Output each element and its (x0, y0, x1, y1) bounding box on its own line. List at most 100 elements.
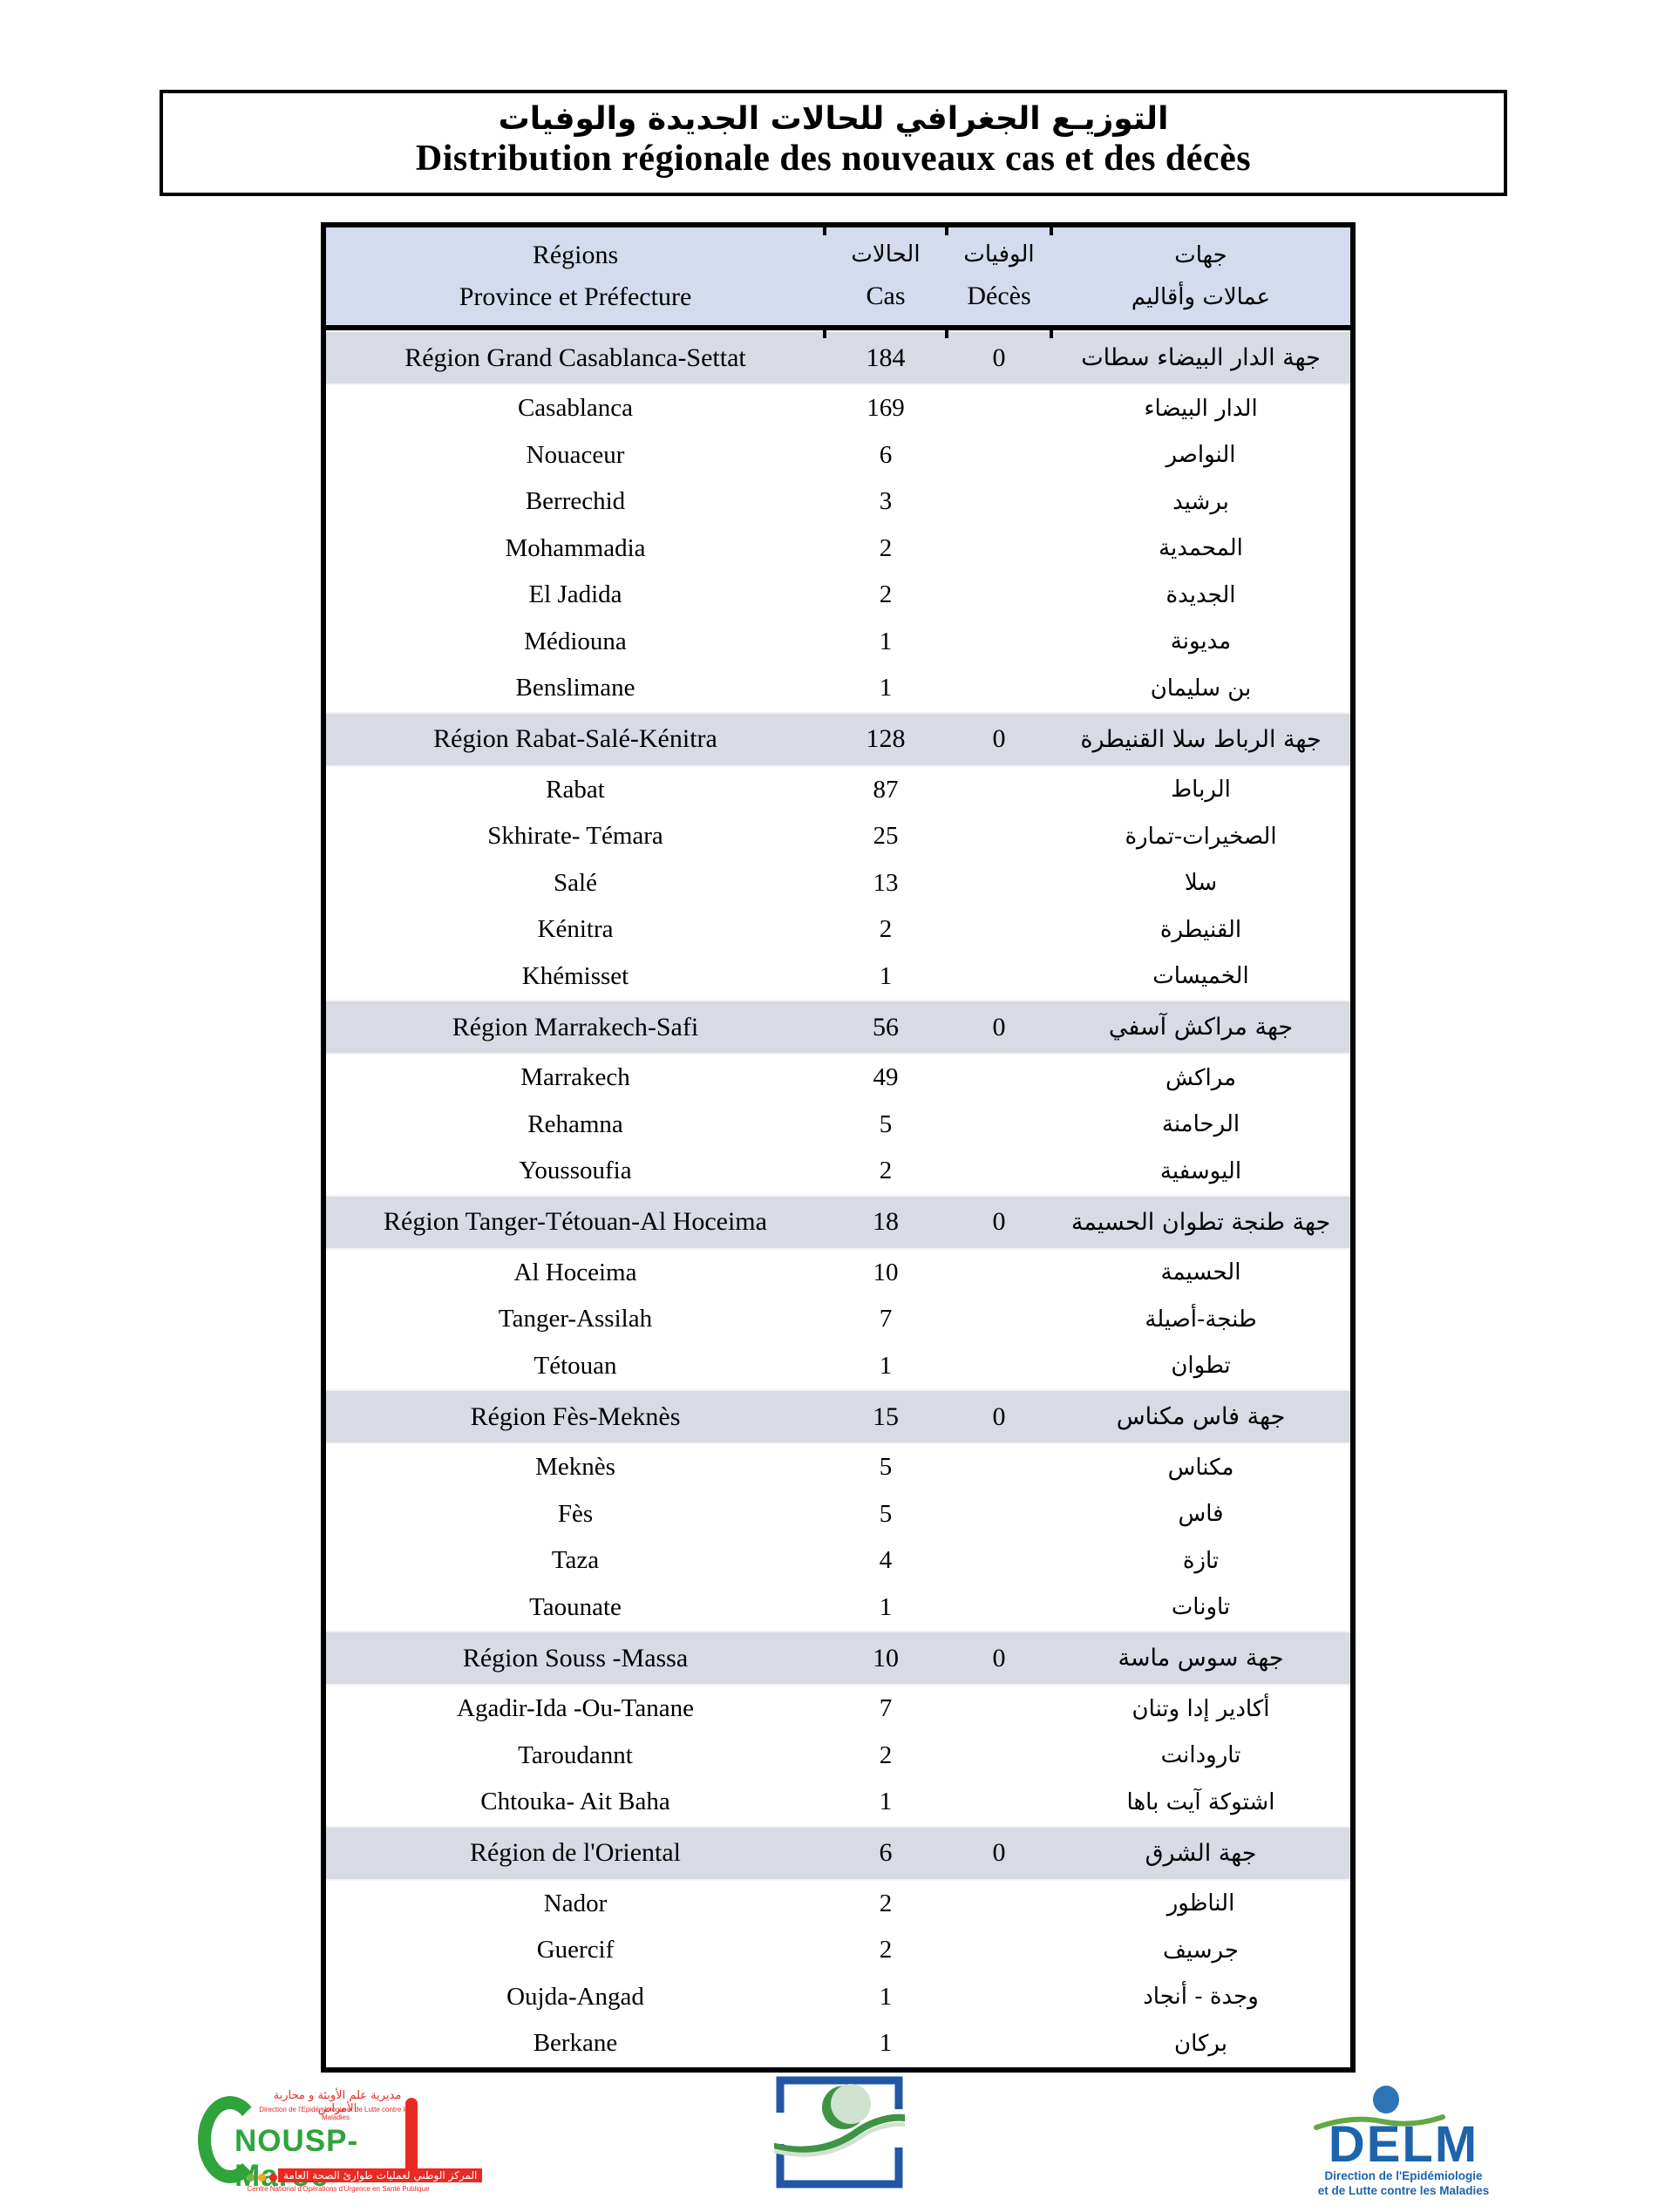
delm-subtitle-line1: Direction de l'Epidémiologie (1324, 2169, 1483, 2182)
region-name-ar: جهة سوس ماسة (1118, 1645, 1284, 1672)
province-cases-value: 13 (873, 868, 899, 897)
province-name-fr: Marrakech (520, 1063, 630, 1092)
province-row: Médiouna 1 مديونة (326, 619, 1350, 666)
province-row: Benslimane 1 بن سليمان (326, 665, 1350, 712)
column-divider-tick (823, 227, 826, 235)
province-cases-value: 2 (879, 533, 893, 562)
delm-logo-text: DELM (1328, 2116, 1479, 2173)
province-name-ar: بركان (1174, 2030, 1227, 2057)
province-cases-value: 1 (879, 1351, 893, 1380)
region-name-fr: Région Marrakech-Safi (452, 1012, 699, 1042)
province-name-ar: مكناس (1167, 1454, 1234, 1481)
province-cases-value: 2 (879, 1936, 893, 1964)
column-divider-tick (945, 330, 948, 338)
province-cases-value: 1 (879, 2029, 893, 2058)
province-cases-value: 2 (879, 580, 893, 609)
province-name-ar: الرباط (1171, 777, 1231, 804)
region-name-ar: جهة طنجة تطوان الحسيمة (1070, 1208, 1331, 1236)
red-dot-icon (269, 2174, 277, 2181)
province-row: Oujda-Angad 1 وجدة - أنجاد (326, 1974, 1350, 2021)
header-regions-column: Régions Province et Préfecture (326, 227, 825, 325)
province-name-fr: Nador (543, 1889, 608, 1917)
province-cases-value: 5 (879, 1499, 893, 1528)
province-name-fr: Taza (551, 1546, 600, 1575)
province-name-fr: Taounate (529, 1592, 622, 1621)
province-row: Guercif 2 جرسيف (326, 1927, 1350, 1974)
province-row: Berrechid 3 برشيد (326, 478, 1350, 526)
province-row: Salé 13 سلا (326, 860, 1350, 907)
province-name-ar: أكادير إدا وتنان (1132, 1695, 1270, 1722)
province-cases-value: 4 (879, 1546, 893, 1575)
province-row: Tétouan 1 تطوان (326, 1343, 1350, 1390)
province-name-ar: تاونات (1171, 1594, 1231, 1621)
green-dot-icon (247, 2174, 255, 2181)
province-name-ar: القنيطرة (1159, 916, 1242, 943)
province-row: Berkane 1 بركان (326, 2020, 1350, 2067)
header-provinces-label-ar: عمالات وأقاليم (1131, 283, 1271, 310)
title-box: التوزيـع الجغرافي للحالات الجديدة والوفي… (160, 90, 1507, 196)
region-name-fr: Région Souss -Massa (462, 1643, 689, 1673)
region-cases-value: 15 (873, 1401, 899, 1431)
document-title-french: Distribution régionale des nouveaux cas … (415, 139, 1252, 179)
region-name-ar: جهة الرباط سلا القنيطرة (1080, 725, 1322, 753)
delm-subtitle-line2: et de Lutte contre les Maladies (1317, 2183, 1490, 2197)
province-cases-value: 3 (879, 487, 893, 516)
province-name-fr: Chtouka- Ait Baha (480, 1788, 670, 1816)
province-name-fr: Rabat (546, 775, 605, 804)
province-name-fr: Guercif (536, 1936, 615, 1964)
province-row: Taounate 1 تاونات (326, 1584, 1350, 1632)
province-row: Youssoufia 2 اليوسفية (326, 1148, 1350, 1195)
province-name-ar: اليوسفية (1159, 1157, 1242, 1184)
province-name-fr: Rehamna (527, 1109, 623, 1138)
province-name-ar: برشيد (1172, 488, 1229, 515)
province-cases-value: 2 (879, 1740, 893, 1769)
province-row: Taza 4 تازة (326, 1537, 1350, 1584)
province-name-ar: فاس (1178, 1501, 1224, 1528)
header-deaths-label-fr: Décès (967, 282, 1031, 310)
province-cases-value: 2 (879, 1157, 893, 1185)
region-row: Région Marrakech-Safi 56 0 جهة مراكش آسفي (326, 1000, 1350, 1055)
region-cases-value: 6 (879, 1838, 893, 1867)
province-name-ar: جرسيف (1163, 1937, 1239, 1964)
province-name-fr: Fès (557, 1499, 594, 1528)
region-row: Région de l'Oriental 6 0 جهة الشرق (326, 1825, 1350, 1881)
province-name-ar: مراكش (1165, 1064, 1237, 1091)
province-name-ar: وجدة - أنجاد (1143, 1984, 1259, 2011)
province-cases-value: 7 (879, 1305, 893, 1333)
province-name-ar: الصخيرات-تمارة (1125, 823, 1277, 850)
document-title-arabic: التوزيـع الجغرافي للحالات الجديدة والوفي… (498, 101, 1169, 137)
province-row: Agadir-Ida -Ou-Tanane 7 أكادير إدا وتنان (326, 1686, 1350, 1733)
province-cases-value: 5 (879, 1109, 893, 1138)
column-divider-tick (1050, 330, 1053, 338)
province-cases-value: 5 (879, 1453, 893, 1482)
footer-logos: مديرية علم الأوبئة و محاربة الأمراض Dire… (0, 2070, 1665, 2212)
province-name-ar: طنجة-أصيلة (1145, 1306, 1257, 1333)
province-cases-value: 1 (879, 627, 893, 655)
region-deaths-value: 0 (992, 1401, 1006, 1431)
province-name-fr: Berrechid (525, 487, 626, 516)
province-name-fr: Kénitra (537, 915, 614, 944)
province-cases-value: 169 (866, 394, 905, 423)
header-cases-label-fr: Cas (866, 282, 906, 310)
province-name-ar: بن سليمان (1150, 675, 1252, 702)
province-row: Kénitra 2 القنيطرة (326, 906, 1350, 953)
region-cases-value: 18 (873, 1207, 899, 1236)
header-regions-label: Régions (532, 240, 619, 269)
province-name-ar: تازة (1182, 1547, 1220, 1574)
table-body: Région Grand Casablanca-Settat 184 0 جهة ال… (326, 330, 1350, 2067)
delm-swoosh-icon (1314, 2114, 1445, 2130)
province-name-fr: Médiouna (524, 627, 627, 655)
region-name-fr: Région Fès-Meknès (470, 1401, 681, 1431)
region-name-ar: جهة مراكش آسفي (1108, 1014, 1294, 1041)
province-name-fr: Tétouan (533, 1351, 617, 1380)
region-row: Région Souss -Massa 10 0 جهة سوس ماسة (326, 1631, 1350, 1686)
nousp-dots-icon (247, 2174, 277, 2181)
province-name-fr: Agadir-Ida -Ou-Tanane (457, 1694, 694, 1723)
region-deaths-value: 0 (992, 1012, 1006, 1042)
province-cases-value: 7 (879, 1694, 893, 1723)
province-name-ar: الحسيمة (1160, 1259, 1241, 1286)
ministry-of-health-logo (762, 2074, 917, 2189)
nousp-red-bar-icon (405, 2098, 418, 2179)
province-name-fr: Skhirate- Témara (487, 822, 663, 851)
